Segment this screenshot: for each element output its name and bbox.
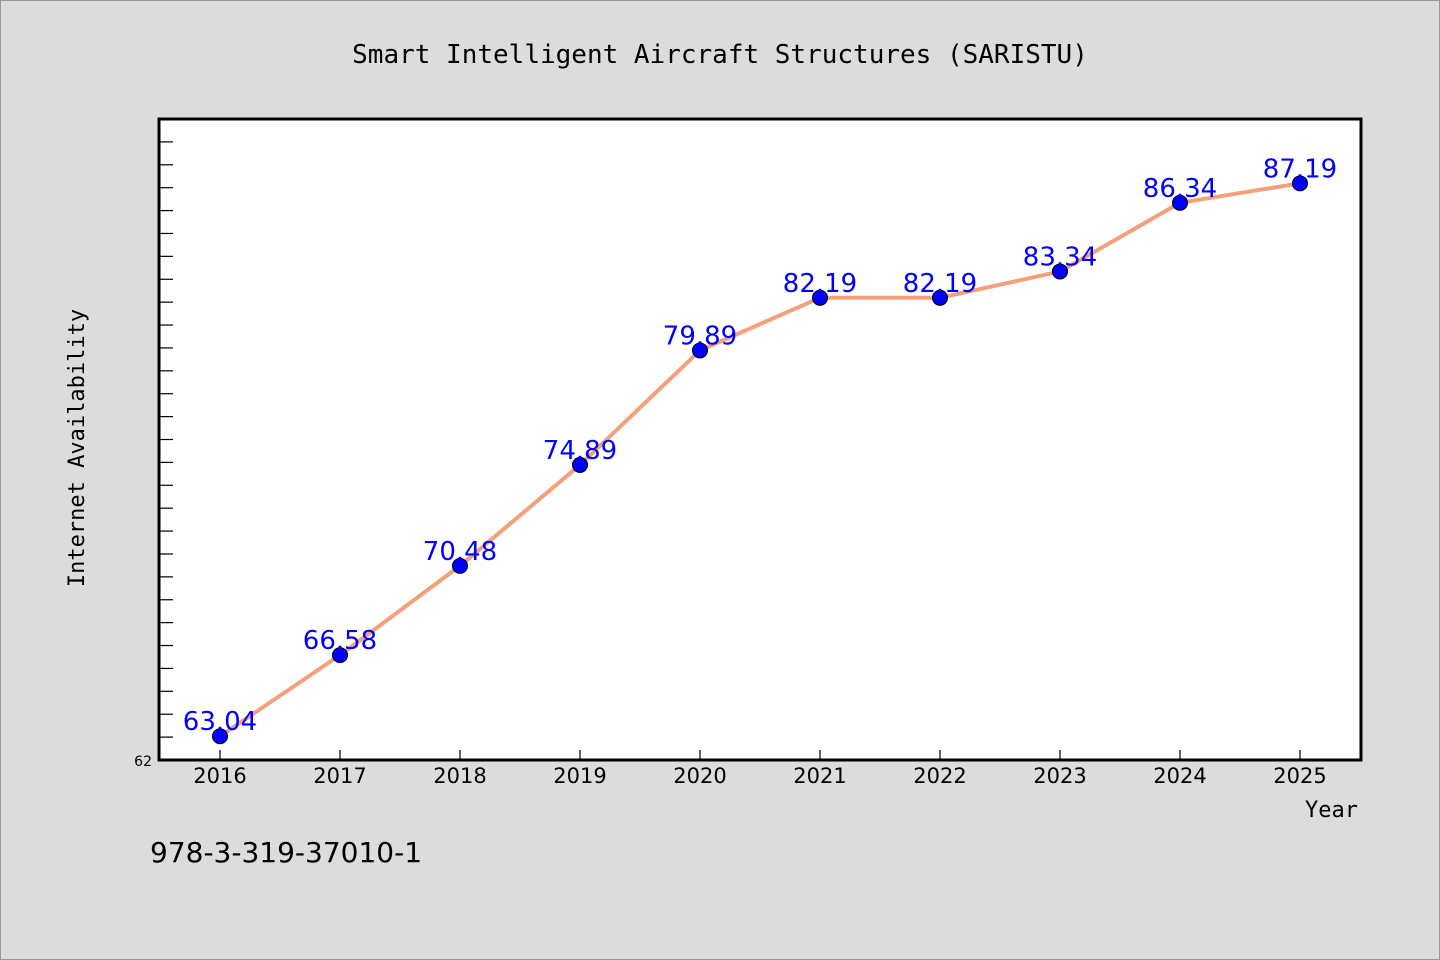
data-point [932,289,948,306]
data-point [572,456,588,473]
x-tick-label: 2021 [793,764,846,788]
x-tick-label: 2025 [1273,764,1326,788]
x-tick-label: 2018 [433,764,486,788]
data-label: 86.34 [1143,174,1217,204]
series-line [218,181,1302,739]
data-label: 83.34 [1023,242,1097,272]
x-tick-label: 2016 [193,764,246,788]
data-point [1172,194,1188,211]
x-tick-label: 2019 [553,764,606,788]
x-tick-label: 2023 [1033,764,1086,788]
data-label: 82.19 [783,269,857,299]
chart-title: Smart Intelligent Aircraft Structures (S… [352,40,1088,70]
data-point [332,647,348,664]
data-label: 82.19 [903,269,977,299]
x-axis-label: Year [1305,798,1358,823]
data-point [692,342,708,359]
y-axis-label: Internet Availability [65,309,90,587]
isbn-text: 978-3-319-37010-1 [150,836,422,869]
x-tick-label: 2017 [313,764,366,788]
data-label: 70.48 [423,537,497,567]
y-axis-ticks [159,141,173,738]
data-label: 66.58 [303,626,377,656]
data-point [1052,263,1068,280]
x-tick-label: 2024 [1153,764,1206,788]
data-label: 79.89 [663,321,737,351]
data-point [212,728,228,745]
data-point [1292,175,1308,192]
x-tick-label: 2022 [913,764,966,788]
data-label: 63.04 [183,707,257,737]
x-axis-ticks: 2016 2017 2018 2019 2020 2021 2022 2023 2024 2025 [193,750,1327,788]
data-label: 87.19 [1263,154,1337,184]
series-layer: 63.04 66.58 70.48 74.89 79.89 82.19 82.19 83.34… [183,154,1337,745]
plot-area [157,117,1363,762]
data-point [452,557,468,574]
x-tick-label: 2020 [673,764,726,788]
y-tick-label: 62 [134,754,152,770]
data-label: 74.89 [543,436,617,466]
data-point [812,289,828,306]
